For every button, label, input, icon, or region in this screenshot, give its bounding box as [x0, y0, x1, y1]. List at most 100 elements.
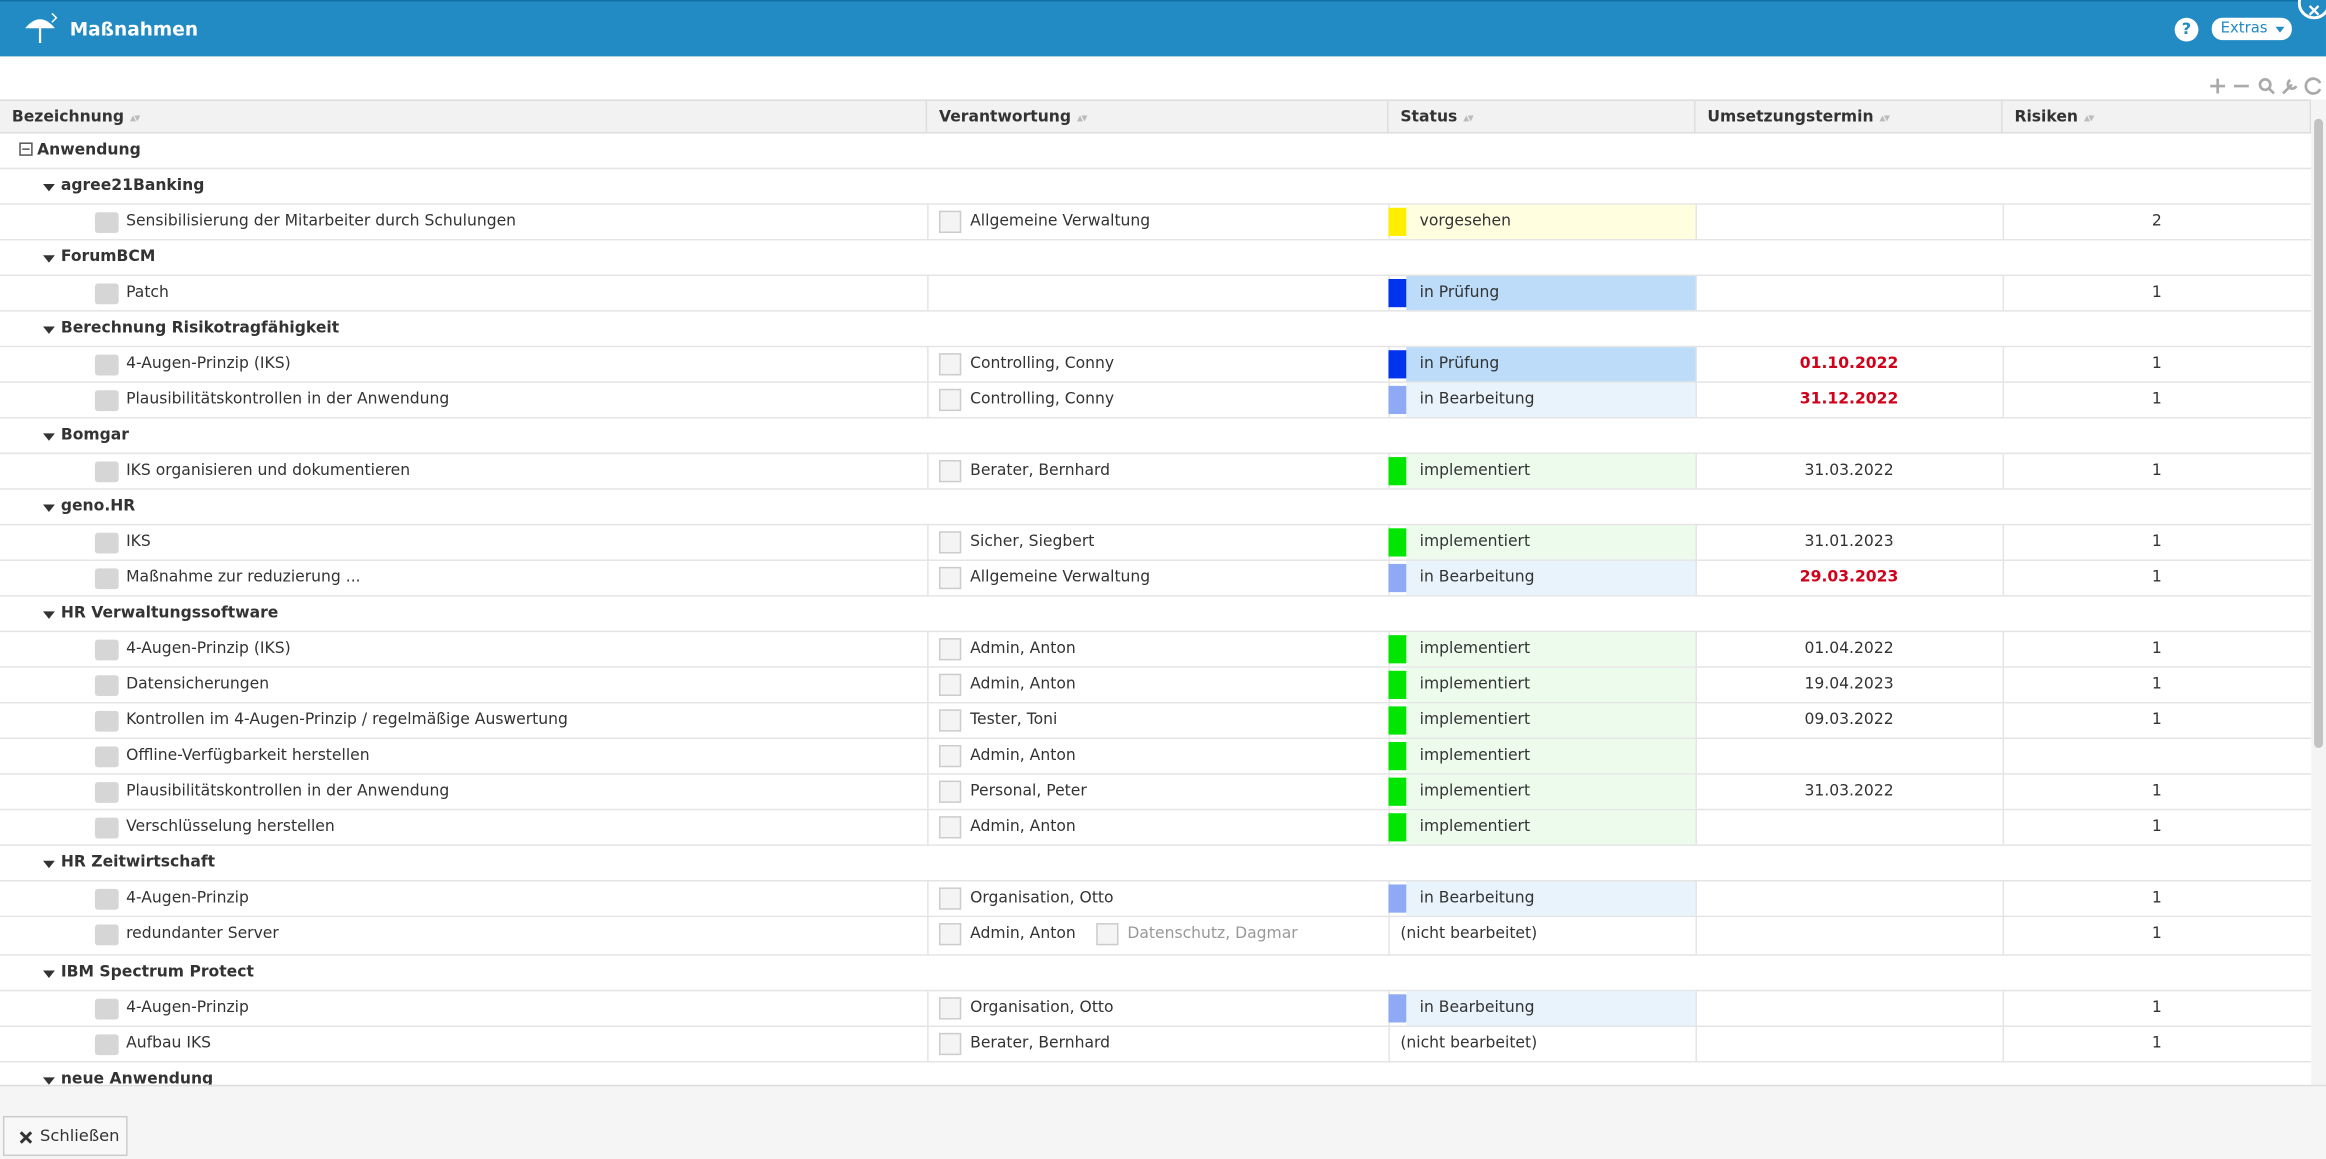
cell-divider	[2002, 881, 2005, 916]
owner-name: Admin, Anton	[970, 675, 1076, 694]
measure-icon	[94, 568, 119, 590]
help-button[interactable]: ?	[2174, 17, 2199, 42]
expand-toggle[interactable]	[43, 611, 55, 619]
status-color	[1388, 742, 1407, 771]
cell-divider	[1695, 917, 1698, 955]
item-row: Kontrollen im 4-Augen-Prinzip / regelmäß…	[0, 703, 2312, 740]
owner-name: Admin, Anton	[970, 639, 1076, 658]
owner-name: Controlling, Conny	[970, 354, 1115, 373]
cell-divider	[1695, 703, 1698, 738]
expand-toggle[interactable]	[43, 1077, 55, 1085]
item-row: Offline-Verfügbarkeit herstellen Admin, A…	[0, 739, 2312, 775]
person-icon	[938, 388, 962, 412]
measure-name: 4-Augen-Prinzip	[126, 998, 249, 1017]
measure-name: IKS	[126, 532, 151, 551]
owner-name: Organisation, Otto	[970, 998, 1114, 1017]
item-row: Sensibilisierung der Mitarbeiter durch S…	[0, 204, 2312, 241]
cell-divider	[1695, 347, 1698, 382]
cell-divider	[1695, 525, 1698, 560]
cell-divider	[927, 382, 929, 418]
status-background	[1406, 703, 1696, 738]
cell-divider	[2002, 703, 2005, 738]
item-row: Aufbau IKS Berater, Bernhard (nicht bearbe…	[0, 1026, 2312, 1063]
group-row: agree21Banking	[0, 169, 2312, 205]
extras-menu[interactable]: Extras	[2211, 17, 2292, 41]
status-background	[1406, 204, 1696, 239]
expand-toggle[interactable]	[43, 504, 55, 512]
sort-indicator[interactable]: ▴▾	[2083, 111, 2094, 125]
measure-icon	[94, 212, 119, 233]
status-background	[1406, 632, 1696, 667]
root-row: Anwendung	[0, 134, 2312, 170]
expand-toggle[interactable]	[43, 860, 55, 869]
measure-name: Verschlüsselung herstellen	[126, 817, 335, 836]
column-header[interactable]: Umsetzungstermin ▴▾	[1696, 100, 2003, 134]
cell-divider	[2002, 276, 2005, 311]
column-header[interactable]: Status ▴▾	[1388, 100, 1696, 134]
group-row: HR Verwaltungssoftware	[0, 597, 2312, 633]
refresh-button[interactable]	[2304, 77, 2322, 95]
group-label: geno.HR	[60, 497, 136, 515]
settings-button[interactable]	[2282, 78, 2298, 95]
measure-name: IKS organisieren und dokumentieren	[126, 461, 411, 480]
search-button[interactable]	[2258, 78, 2275, 95]
due-date: 09.03.2022	[1804, 710, 1894, 729]
cell-divider	[1695, 560, 1698, 596]
item-row: Plausibilitätskontrollen in der Anwendun…	[0, 382, 2312, 419]
dialog-title: Maßnahmen	[69, 17, 199, 41]
measure-name: Patch	[126, 283, 169, 302]
table-body: Anwendung agree21Banking Sensibilisierung …	[0, 134, 2312, 1085]
expand-toggle[interactable]	[43, 970, 55, 978]
due-date: 01.10.2022	[1799, 354, 1899, 373]
column-header[interactable]: Bezeichnung ▴▾	[0, 100, 928, 134]
item-row: IKS Sicher, Siegbert implementiert 31.01.20…	[0, 525, 2312, 561]
status-text: implementiert	[1419, 782, 1531, 800]
status-text: in Prüfung	[1419, 283, 1500, 302]
measure-icon	[94, 710, 119, 732]
sort-indicator[interactable]: ▴▾	[1879, 111, 1890, 125]
cell-divider	[927, 991, 929, 1026]
column-title: Umsetzungstermin	[1707, 108, 1874, 127]
column-title: Bezeichnung	[11, 108, 125, 127]
collapse-toggle[interactable]	[19, 142, 33, 156]
status-background	[1406, 881, 1696, 916]
expand-toggle[interactable]	[43, 255, 55, 263]
group-row: geno.HR	[0, 490, 2312, 526]
sort-indicator[interactable]: ▴▾	[1076, 111, 1087, 125]
person-icon	[938, 531, 962, 554]
cell-divider	[1695, 204, 1698, 239]
cell-divider	[1695, 632, 1698, 667]
expand-toggle[interactable]	[43, 433, 55, 441]
cell-divider	[2002, 560, 2005, 596]
risk-count: 1	[2151, 782, 2162, 800]
measure-name: Plausibilitätskontrollen in der Anwendun…	[126, 390, 450, 409]
expand-toggle[interactable]	[43, 184, 55, 192]
owner-name: Controlling, Conny	[970, 390, 1115, 409]
close-x-button[interactable]	[2297, 0, 2326, 22]
close-button[interactable]: Schließen	[2, 1115, 128, 1157]
measure-icon	[94, 639, 119, 661]
status-text: in Bearbeitung	[1419, 998, 1535, 1017]
sort-indicator[interactable]: ▴▾	[1463, 111, 1473, 125]
measure-icon	[94, 532, 119, 554]
expand-toggle[interactable]	[43, 326, 55, 334]
close-label: Schließen	[40, 1126, 120, 1146]
cell-divider	[1388, 1026, 1390, 1062]
cell-divider	[1695, 810, 1698, 845]
column-header[interactable]: Verantwortung ▴▾	[927, 100, 1389, 134]
add-button[interactable]	[2210, 78, 2226, 94]
footer	[0, 1084, 2326, 1159]
measure-name: Sensibilisierung der Mitarbeiter durch S…	[126, 212, 517, 231]
scrollbar-thumb[interactable]	[2314, 118, 2324, 748]
group-label: ForumBCM	[60, 247, 156, 266]
cell-divider	[927, 525, 929, 560]
sort-indicator[interactable]: ▴▾	[129, 111, 140, 125]
status-color	[1388, 457, 1407, 486]
person-icon	[938, 353, 962, 376]
status-text: in Bearbeitung	[1419, 390, 1535, 409]
column-header[interactable]: Risiken ▴▾	[2003, 100, 2312, 134]
item-row: 4-Augen-Prinzip (IKS) Admin, Anton impleme…	[0, 632, 2312, 668]
cell-divider	[2002, 382, 2005, 418]
cell-divider	[1695, 991, 1698, 1026]
